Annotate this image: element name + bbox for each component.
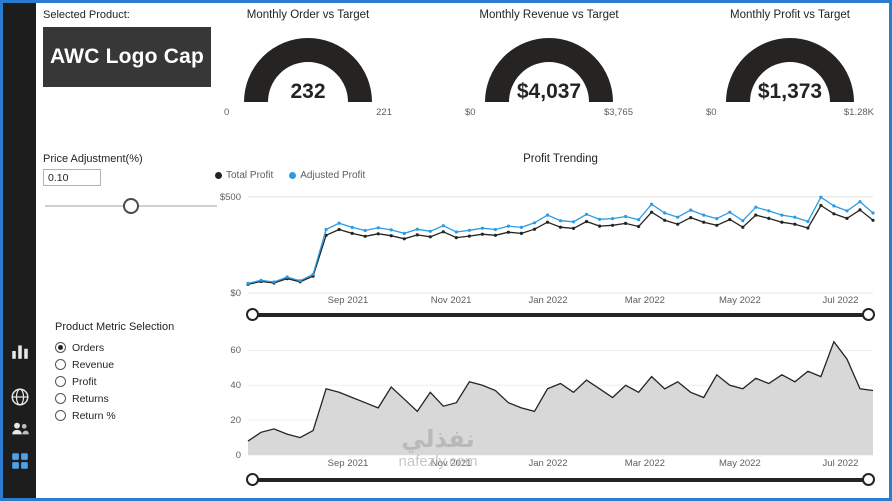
selected-product-card: AWC Logo Cap — [43, 27, 211, 87]
gauge-min: 0 — [224, 107, 230, 118]
price-adjustment-slider[interactable] — [45, 197, 217, 215]
gauge-monthly-revenue: Monthly Revenue vs Target $4,037 $0 $3,7… — [456, 9, 642, 139]
slider-handle[interactable] — [123, 198, 139, 214]
line-chart-y-axis: $500 $0 — [201, 191, 243, 299]
selected-product-name: AWC Logo Cap — [49, 45, 205, 68]
area-chart-range-slider[interactable] — [246, 473, 875, 487]
legend-item-adjusted-profit[interactable]: Adjusted Profit — [289, 170, 365, 181]
gauge-title: Monthly Profit vs Target — [730, 9, 850, 21]
y-axis-tick: 0 — [235, 450, 241, 461]
metric-option-label: Return % — [72, 409, 116, 422]
metric-option-orders[interactable]: Orders — [55, 339, 116, 356]
gauge-title: Monthly Revenue vs Target — [479, 9, 619, 21]
bar-chart-icon[interactable] — [10, 341, 30, 361]
gauge-row: Monthly Order vs Target 232 0 221 Monthl… — [215, 9, 883, 139]
x-axis-tick: May 2022 — [719, 458, 761, 469]
range-handle-left[interactable] — [246, 308, 259, 321]
metric-option-profit[interactable]: Profit — [55, 373, 116, 390]
metric-option-revenue[interactable]: Revenue — [55, 356, 116, 373]
gauge-max: $1.28K — [843, 107, 874, 118]
selected-product-label: Selected Product: — [43, 9, 130, 21]
x-axis-tick: Jul 2022 — [822, 295, 859, 306]
y-axis-tick: 60 — [230, 345, 241, 357]
metric-option-label: Revenue — [72, 358, 115, 371]
x-axis-tick: May 2022 — [719, 295, 761, 306]
chart-legend: Total Profit Adjusted Profit — [215, 170, 365, 181]
x-axis-tick: Jul 2022 — [822, 458, 859, 469]
metric-option-returns[interactable]: Returns — [55, 390, 116, 407]
radio-icon[interactable] — [55, 342, 66, 353]
orders-area-chart — [247, 340, 874, 456]
metric-option-label: Returns — [72, 392, 109, 405]
gauge-monthly-order: Monthly Order vs Target 232 0 221 — [215, 9, 401, 139]
gauge-arc-icon — [726, 38, 854, 103]
legend-dot-icon — [289, 172, 297, 179]
gauge-value: $4,037 — [516, 80, 582, 103]
line-chart-x-axis: Sep 2021 Nov 2021 Jan 2022 Mar 2022 May 2022… — [248, 295, 873, 307]
range-handle-right[interactable] — [862, 473, 875, 486]
radio-icon[interactable] — [55, 359, 66, 370]
y-axis-tick: $0 — [230, 288, 241, 299]
radio-icon[interactable] — [55, 410, 66, 421]
metric-selection-label: Product Metric Selection — [55, 321, 175, 333]
profit-trending-chart — [246, 195, 875, 294]
y-axis-tick: 20 — [230, 415, 241, 427]
metric-option-label: Orders — [72, 341, 105, 354]
x-axis-tick: Nov 2021 — [430, 458, 472, 469]
profit-trending-title: Profit Trending — [523, 153, 598, 165]
legend-label: Total Profit — [226, 170, 274, 181]
x-axis-tick: Sep 2021 — [327, 295, 369, 306]
radio-icon[interactable] — [55, 393, 66, 404]
gauge-value: $1,373 — [757, 80, 823, 103]
gauge-value: 232 — [290, 80, 326, 103]
range-handle-right[interactable] — [862, 308, 875, 321]
gauge-arc-icon — [485, 38, 613, 103]
gauge-max: 221 — [376, 107, 392, 118]
area-chart-y-axis: 60 40 20 0 — [201, 333, 243, 461]
line-chart-range-slider[interactable] — [246, 308, 875, 322]
x-axis-tick: Sep 2021 — [327, 458, 369, 469]
sidebar — [3, 3, 36, 498]
gauge-max: $3,765 — [603, 107, 633, 118]
range-handle-left[interactable] — [246, 473, 259, 486]
metric-option-return-pct[interactable]: Return % — [55, 407, 116, 424]
metric-option-label: Profit — [72, 375, 97, 388]
x-axis-tick: Mar 2022 — [624, 458, 665, 469]
range-track[interactable] — [253, 478, 868, 482]
gauge-monthly-profit: Monthly Profit vs Target $1,373 $0 $1.28… — [697, 9, 883, 139]
app-grid-icon[interactable] — [10, 451, 30, 471]
price-adjustment-label: Price Adjustment(%) — [43, 153, 143, 165]
gauge-min: $0 — [706, 107, 717, 118]
dashboard-page: Selected Product: AWC Logo Cap Monthly O… — [3, 3, 889, 498]
gauge-title: Monthly Order vs Target — [246, 9, 370, 21]
y-axis-tick: 40 — [230, 380, 241, 392]
legend-label: Adjusted Profit — [300, 170, 366, 181]
legend-dot-icon — [215, 172, 222, 179]
gauge-min: $0 — [465, 107, 476, 118]
x-axis-tick: Jan 2022 — [528, 458, 568, 469]
gauge-arc-icon — [244, 38, 372, 103]
x-axis-tick: Mar 2022 — [624, 295, 665, 306]
radio-icon[interactable] — [55, 376, 66, 387]
y-axis-tick: $500 — [219, 191, 241, 203]
globe-icon[interactable] — [10, 387, 30, 407]
x-axis-tick: Nov 2021 — [430, 295, 472, 306]
range-track[interactable] — [253, 313, 868, 317]
people-icon[interactable] — [10, 419, 30, 439]
area-chart-x-axis: Sep 2021 Nov 2021 Jan 2022 Mar 2022 May 2022… — [248, 458, 873, 470]
legend-item-total-profit[interactable]: Total Profit — [215, 170, 273, 181]
metric-selection-group: Orders Revenue Profit Returns Return % — [55, 339, 116, 424]
price-adjustment-input[interactable] — [43, 169, 101, 186]
x-axis-tick: Jan 2022 — [528, 295, 568, 306]
